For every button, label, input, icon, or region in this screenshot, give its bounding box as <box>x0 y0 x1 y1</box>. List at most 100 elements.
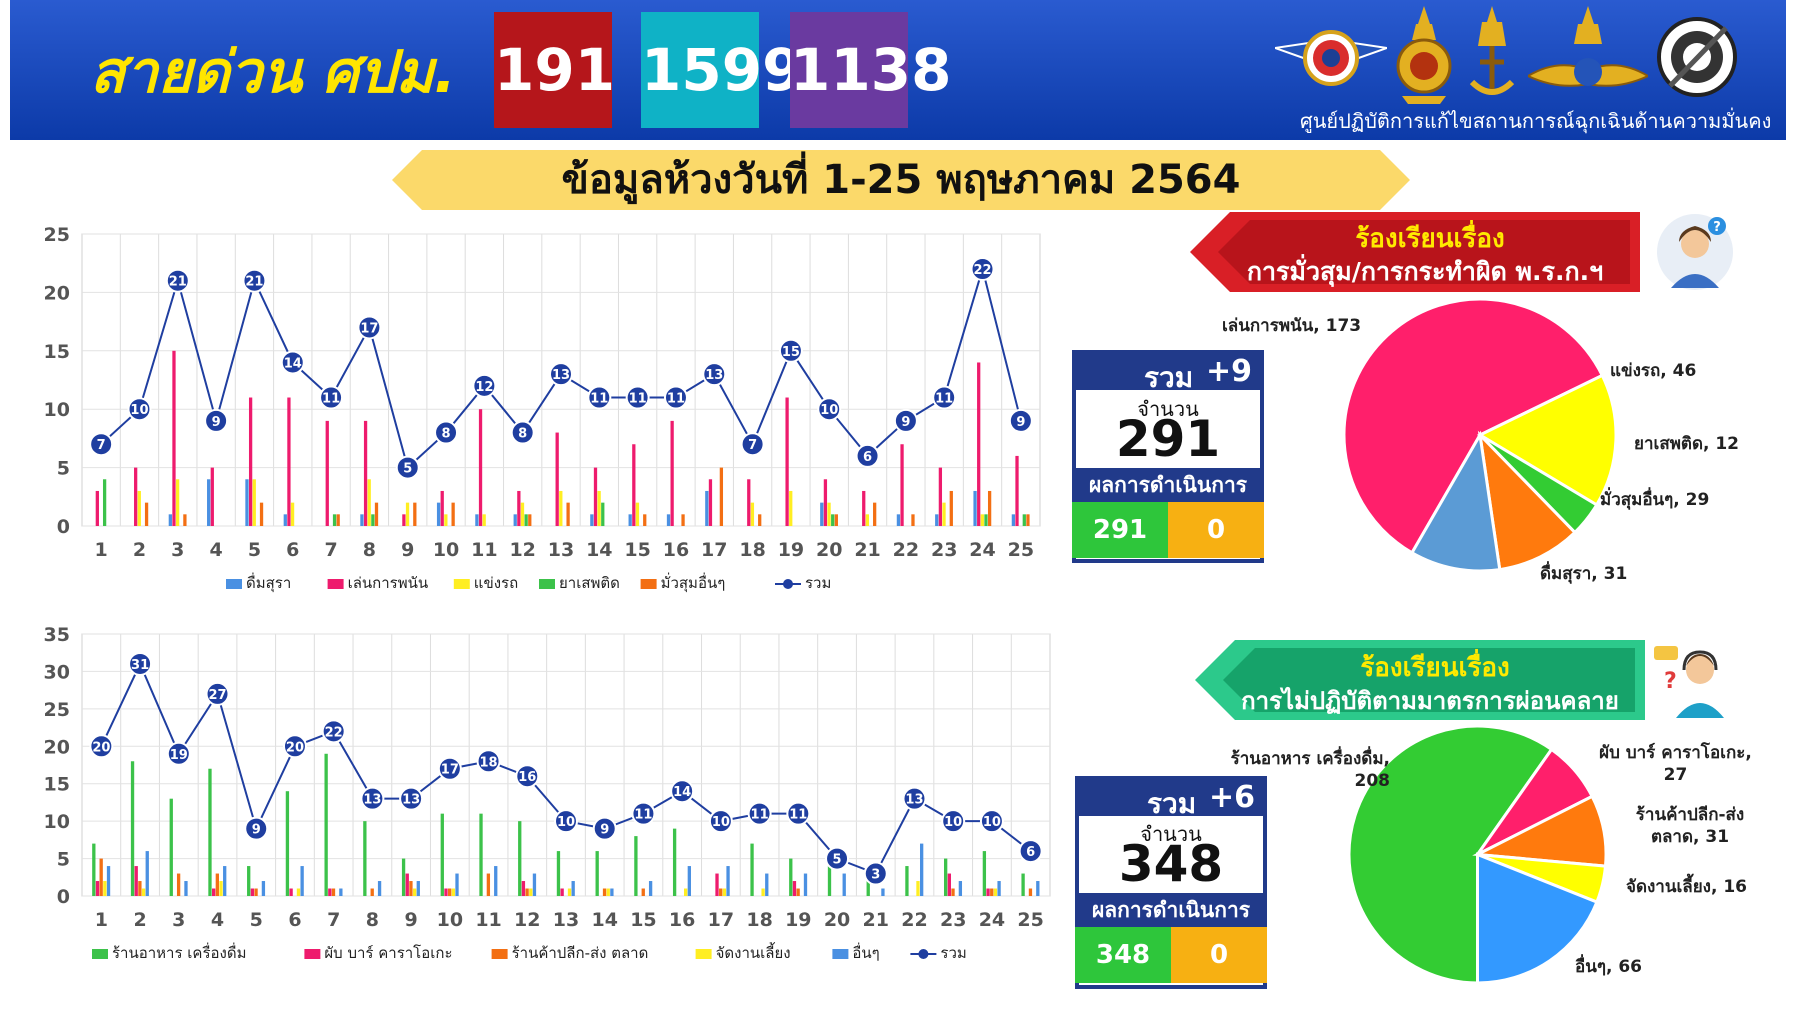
pie1-label-gambling: เล่นการพนัน, 173 <box>1222 316 1362 336</box>
bar <box>719 888 723 896</box>
bar <box>252 479 256 526</box>
support-agent-icon: ? <box>1657 214 1733 290</box>
y-tick-label: 5 <box>57 458 70 480</box>
total-data-label: 17 <box>360 321 378 336</box>
x-tick-label: 6 <box>288 909 301 931</box>
bar <box>873 502 877 526</box>
total-data-label: 13 <box>705 368 723 383</box>
bar <box>296 888 301 896</box>
panel2-banner-line1: ร้องเรียนเรื่อง <box>1360 653 1510 683</box>
y-tick-label: 10 <box>44 811 70 833</box>
bar <box>451 888 455 896</box>
x-tick-label: 20 <box>816 539 842 561</box>
total-data-label: 21 <box>245 275 263 290</box>
total-data-label: 8 <box>518 427 527 442</box>
bar <box>666 514 671 526</box>
x-tick-label: 4 <box>210 539 223 561</box>
bar <box>521 881 526 896</box>
bar <box>325 420 329 526</box>
date-banner <box>392 150 1410 210</box>
bar <box>628 514 632 526</box>
total-data-label: 13 <box>552 368 570 383</box>
bar <box>670 420 674 526</box>
bar <box>440 490 444 526</box>
total-point <box>786 801 811 826</box>
bar <box>866 881 870 896</box>
total-point <box>127 397 152 422</box>
bar <box>261 881 266 896</box>
x-tick-label: 24 <box>969 539 995 561</box>
legend-swatch <box>304 949 321 959</box>
total-data-label: 13 <box>363 793 381 808</box>
total-point <box>437 756 462 781</box>
x-tick-label: 8 <box>363 539 376 561</box>
bar <box>785 397 789 526</box>
y-tick-label: 10 <box>44 399 70 421</box>
bar <box>517 490 521 526</box>
bar <box>672 828 677 896</box>
bar <box>99 858 103 896</box>
x-tick-label: 6 <box>286 539 299 561</box>
bar <box>715 873 719 896</box>
bar <box>290 502 295 526</box>
bar <box>896 514 901 526</box>
total-data-label: 11 <box>935 392 953 407</box>
bar <box>169 798 173 896</box>
total-point <box>280 350 305 375</box>
bar <box>513 514 517 526</box>
legend-swatch <box>226 579 242 589</box>
bar <box>245 479 249 526</box>
legend-marker <box>783 579 793 589</box>
total-data-label: 9 <box>252 823 261 838</box>
pie-slice <box>1476 373 1618 507</box>
pie1-label-drugs: ยาเสพติด, 12 <box>1634 434 1740 454</box>
x-tick-label: 5 <box>248 539 261 561</box>
total-data-label: 6 <box>1026 845 1035 860</box>
bar <box>138 881 142 896</box>
bar <box>881 888 885 896</box>
x-tick-label: 3 <box>172 909 185 931</box>
bar <box>911 514 915 526</box>
bar <box>183 514 187 526</box>
total-point <box>554 809 578 834</box>
total-point <box>747 801 772 826</box>
y-tick-label: 0 <box>57 886 70 908</box>
total-data-label: 9 <box>600 823 609 838</box>
total-point <box>1018 839 1043 864</box>
bar <box>789 490 793 526</box>
bar <box>566 502 570 526</box>
x-tick-label: 14 <box>586 539 612 561</box>
bar <box>606 888 610 896</box>
bar <box>532 873 537 896</box>
bar <box>980 514 984 526</box>
total-data-label: 11 <box>322 392 340 407</box>
bar <box>601 502 605 526</box>
total-point <box>893 408 918 433</box>
bar <box>130 761 135 896</box>
panel2-total-header: รวม +6 <box>1079 780 1263 820</box>
legend-label: อื่นๆ <box>852 942 879 962</box>
bar <box>982 851 987 896</box>
bar <box>973 490 977 526</box>
total-point <box>89 734 114 759</box>
legend-swatch <box>92 949 108 959</box>
x-tick-label: 22 <box>893 539 919 561</box>
bar <box>842 873 846 896</box>
x-tick-label: 25 <box>1008 539 1034 561</box>
bar <box>402 514 406 526</box>
bar <box>448 888 452 896</box>
bar <box>747 479 751 526</box>
bar <box>92 843 96 896</box>
total-point <box>979 809 1004 834</box>
bar <box>377 881 382 896</box>
bar <box>708 479 713 526</box>
legend-swatch <box>491 949 508 959</box>
x-tick-label: 4 <box>211 909 224 931</box>
total-point <box>863 861 888 886</box>
total-point <box>587 385 612 410</box>
x-tick-label: 10 <box>437 909 463 931</box>
panel2-banner-line2: การไม่ปฏิบัติตามมาตรการผ่อนคลาย <box>1241 687 1619 715</box>
bar <box>247 866 251 896</box>
x-tick-label: 23 <box>940 909 966 931</box>
bar <box>103 881 107 896</box>
